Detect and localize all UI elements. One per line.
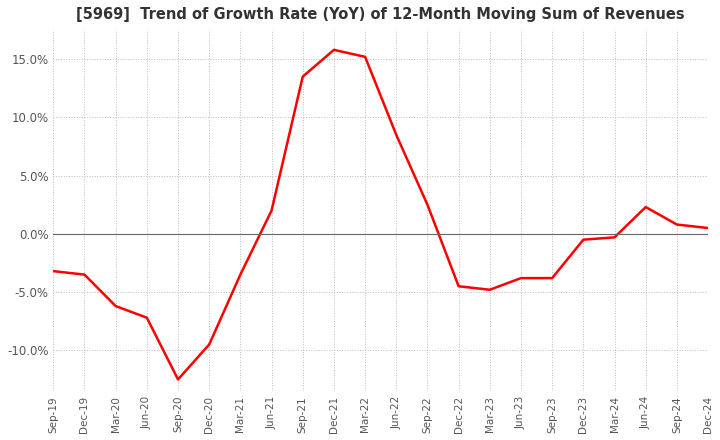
Title: [5969]  Trend of Growth Rate (YoY) of 12-Month Moving Sum of Revenues: [5969] Trend of Growth Rate (YoY) of 12-… — [76, 7, 685, 22]
